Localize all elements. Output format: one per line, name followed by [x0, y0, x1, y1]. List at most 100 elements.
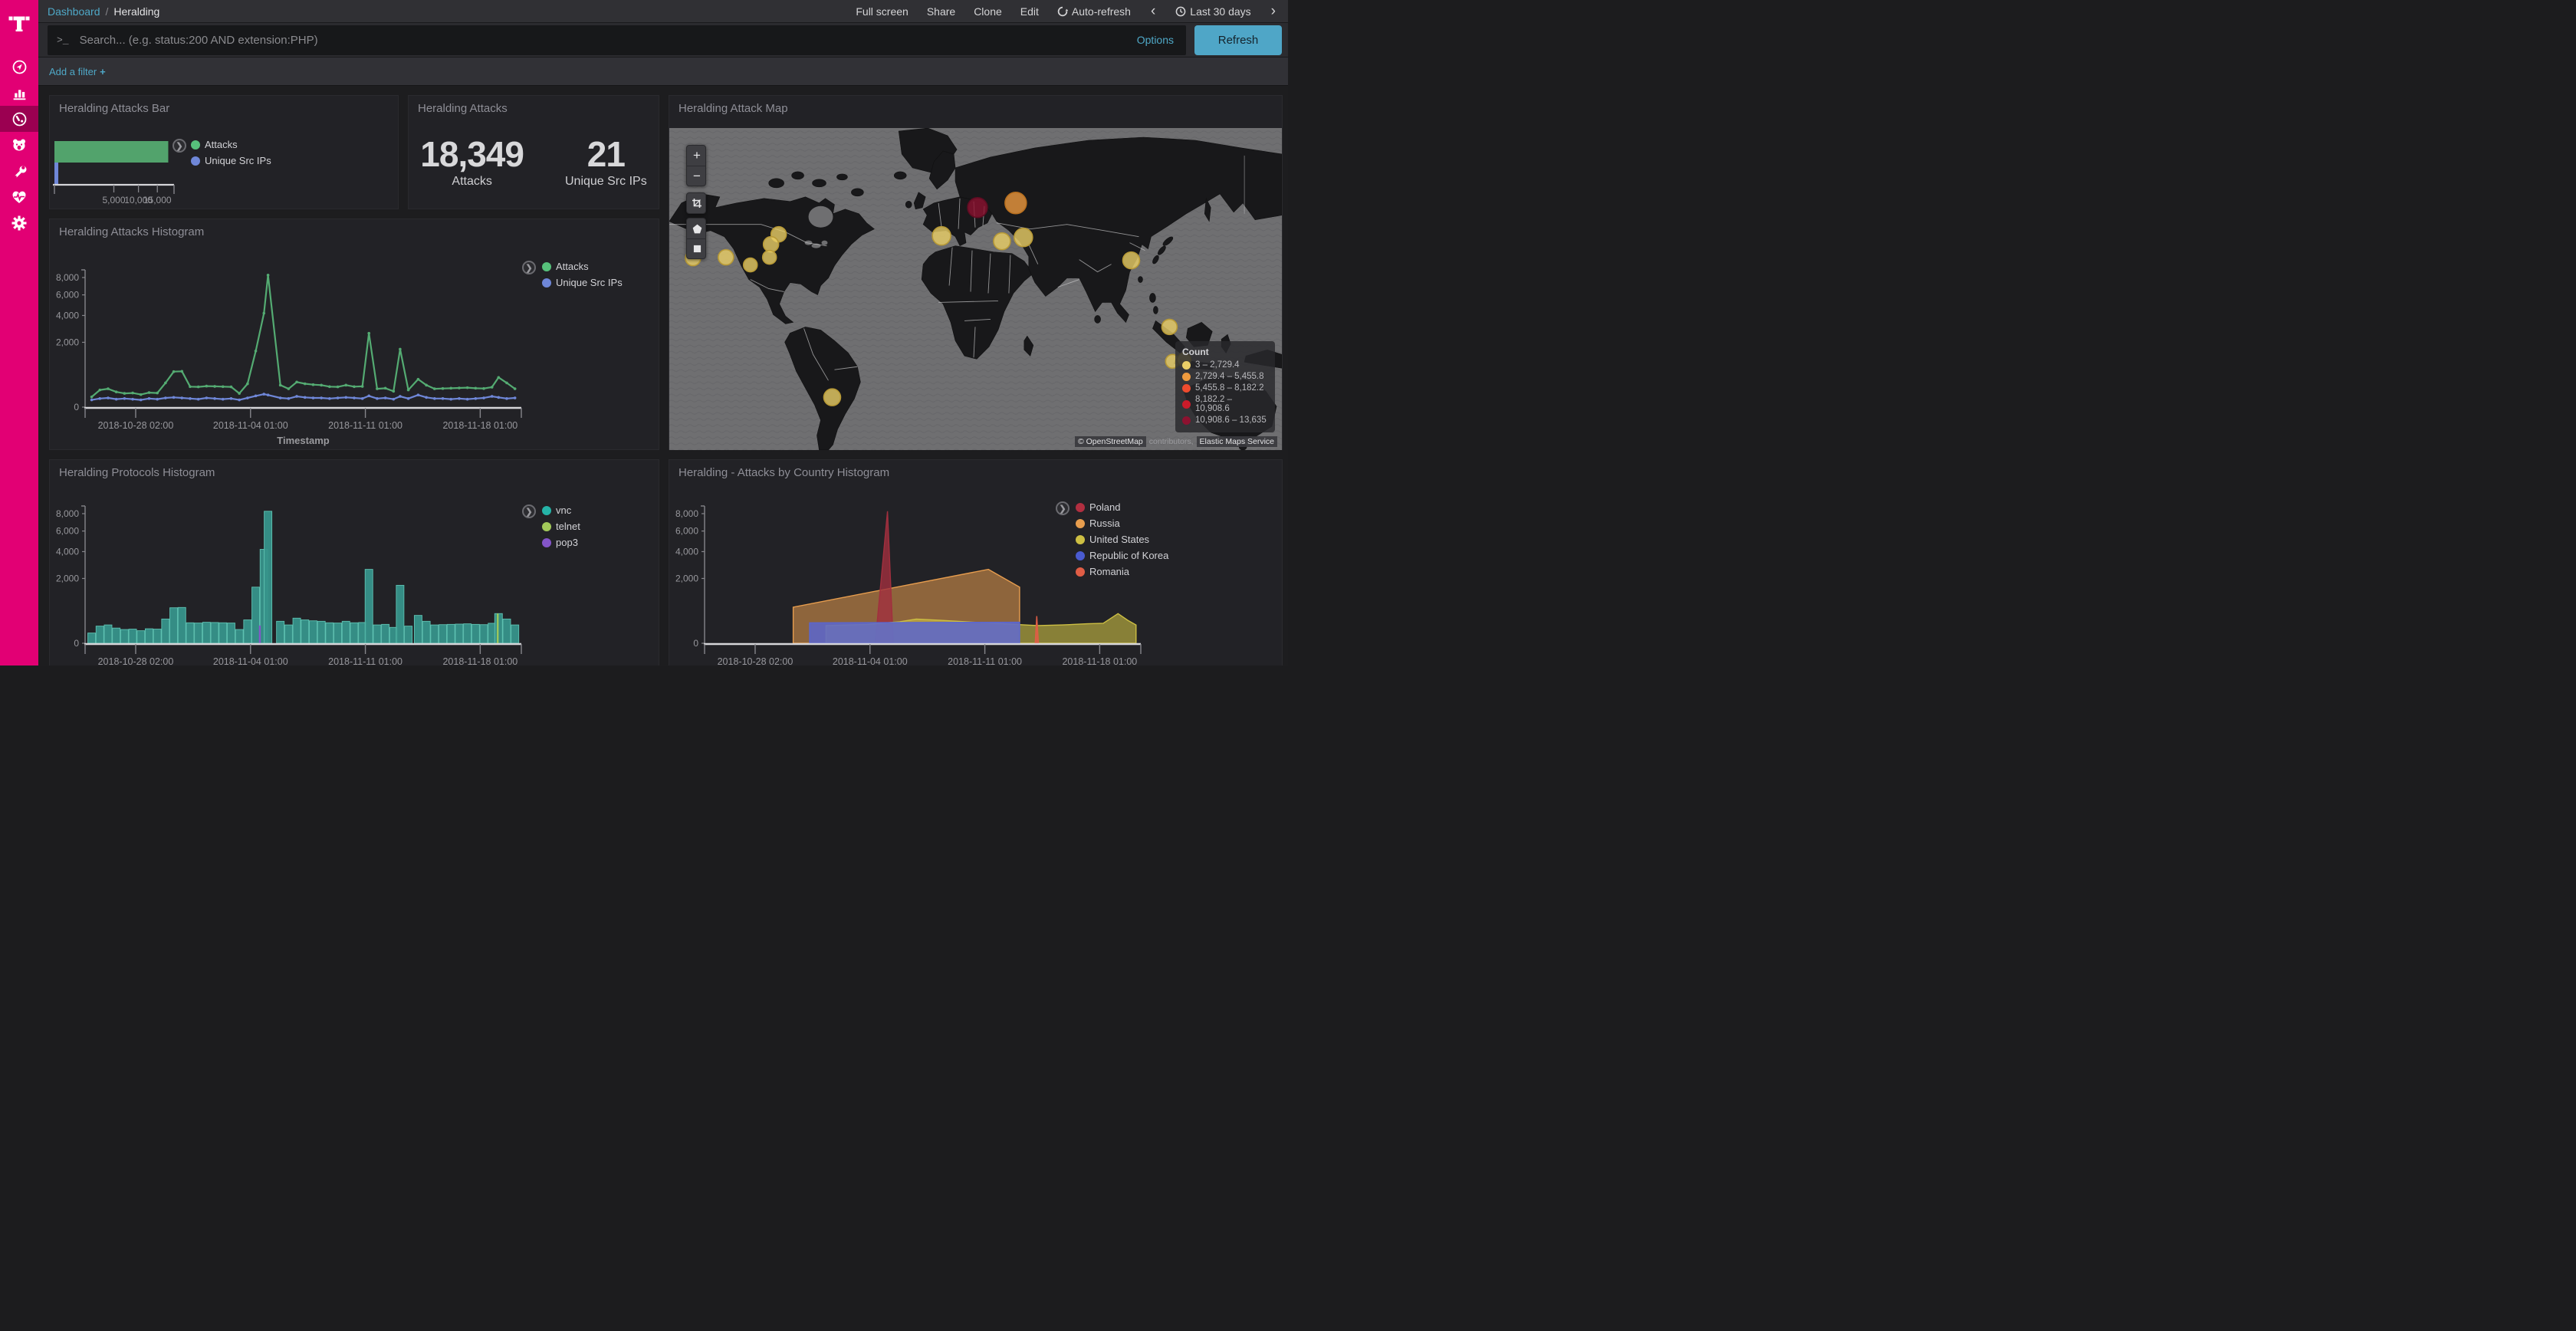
attacks-line-chart[interactable]: 0 2,000 4,000 6,000 8,000 2018-10-28 02:00 201…	[50, 219, 660, 451]
full-screen-button[interactable]: Full screen	[856, 5, 909, 18]
svg-text:2,000: 2,000	[56, 573, 79, 583]
auto-refresh-button[interactable]: Auto-refresh	[1057, 5, 1131, 18]
world-map[interactable]: + −	[669, 128, 1282, 450]
sidebar-item-honeypot[interactable]	[0, 132, 38, 158]
legend-item[interactable]: pop3	[542, 537, 580, 548]
filter-bar: Add a filter +	[38, 58, 1288, 86]
panel-title[interactable]: Heralding - Attacks by Country Histogram	[678, 466, 890, 479]
country-area-chart[interactable]: 0 2,000 4,000 6,000 8,000 2018-10-28 02:00 201…	[669, 460, 1283, 666]
svg-text:4,000: 4,000	[675, 546, 698, 557]
svg-text:2018-11-04 01:00: 2018-11-04 01:00	[213, 420, 288, 431]
svg-text:0: 0	[74, 638, 79, 649]
compass-icon	[12, 60, 26, 74]
legend-color-dot	[542, 278, 551, 288]
attack-marker[interactable]	[967, 197, 988, 219]
sidebar-item-management[interactable]	[0, 210, 38, 236]
chart-legend: vnc telnet pop3	[542, 504, 580, 548]
fit-bounds-button[interactable]	[687, 193, 705, 213]
svg-text:2018-11-18 01:00: 2018-11-18 01:00	[442, 656, 518, 666]
breadcrumb-dashboard-link[interactable]: Dashboard	[48, 5, 100, 18]
attack-marker[interactable]	[823, 388, 842, 406]
protocols-bar-chart[interactable]: 0 2,000 4,000 6,000 8,000 2018-10-28 02:00 201…	[50, 460, 660, 666]
attack-marker[interactable]	[1161, 318, 1178, 336]
attack-marker[interactable]	[718, 248, 734, 266]
attack-marker[interactable]	[932, 225, 951, 246]
legend-item[interactable]: vnc	[542, 504, 580, 516]
attack-location-markers[interactable]	[685, 192, 1192, 406]
legend-color-dot	[191, 140, 200, 150]
zoom-in-button[interactable]: +	[693, 148, 701, 163]
zoom-out-button[interactable]: −	[687, 166, 705, 186]
legend-item[interactable]: telnet	[542, 521, 580, 532]
time-range-picker[interactable]: Last 30 days	[1175, 5, 1251, 18]
legend-toggle-icon[interactable]: ❯	[1056, 501, 1070, 515]
sidebar-item-devtools[interactable]	[0, 158, 38, 184]
svg-text:2,000: 2,000	[56, 337, 79, 347]
legend-item[interactable]: Poland	[1076, 501, 1168, 513]
legend-item[interactable]: Republic of Korea	[1076, 550, 1168, 561]
attack-marker[interactable]	[761, 249, 777, 265]
legend-color-dot	[1076, 518, 1085, 528]
great-lakes	[821, 240, 828, 245]
legend-item[interactable]: Russia	[1076, 518, 1168, 529]
kibana-dashboard: Dashboard / Heralding Full screen Share …	[0, 0, 1288, 666]
breadcrumb-separator: /	[105, 5, 109, 18]
attack-marker[interactable]	[1004, 192, 1027, 215]
refresh-button[interactable]: Refresh	[1194, 25, 1282, 55]
time-forward-chevron[interactable]: ›	[1270, 3, 1276, 19]
svg-text:2018-11-04 01:00: 2018-11-04 01:00	[833, 656, 908, 666]
united-kingdom	[913, 192, 926, 210]
time-back-chevron[interactable]: ‹	[1150, 3, 1156, 19]
add-filter-link[interactable]: Add a filter +	[49, 65, 106, 77]
clone-button[interactable]: Clone	[974, 5, 1002, 18]
scandinavia	[928, 150, 956, 190]
attack-marker[interactable]	[762, 235, 780, 253]
legend-item[interactable]: Unique Src IPs	[191, 155, 271, 166]
panel-title[interactable]: Heralding Attacks Bar	[59, 102, 170, 115]
heartbeat-icon	[12, 191, 26, 203]
legend-item[interactable]: Attacks	[542, 261, 623, 272]
svg-text:0: 0	[693, 638, 698, 649]
attack-marker[interactable]	[1014, 227, 1033, 248]
metric-unique-src-ips: 21 Unique Src IPs	[565, 136, 647, 188]
philippines	[1149, 293, 1156, 303]
legend-toggle-icon[interactable]: ❯	[522, 261, 536, 274]
share-button[interactable]: Share	[926, 5, 956, 18]
map-legend-row: 2,729.4 – 5,455.8	[1182, 372, 1268, 381]
sidebar-item-monitoring[interactable]	[0, 184, 38, 210]
svg-text:2018-10-28 02:00: 2018-10-28 02:00	[718, 656, 794, 666]
panel-title[interactable]: Heralding Attack Map	[678, 102, 788, 115]
t-mobile-logo[interactable]	[0, 0, 38, 48]
osm-attribution-link[interactable]: © OpenStreetMap	[1074, 436, 1146, 447]
sidebar-item-visualize[interactable]	[0, 80, 38, 106]
attack-marker[interactable]	[1122, 251, 1141, 270]
legend-item[interactable]: Romania	[1076, 566, 1168, 577]
gauge-icon	[12, 112, 26, 126]
options-link[interactable]: Options	[1136, 34, 1174, 46]
legend-toggle-icon[interactable]: ❯	[522, 504, 536, 518]
attack-marker[interactable]	[993, 232, 1011, 251]
sidebar-item-discover[interactable]	[0, 54, 38, 80]
svg-text:4,000: 4,000	[56, 546, 79, 557]
panel-attacks-histogram: Heralding Attacks Histogram 0 2,000 4,000 6…	[49, 219, 659, 450]
gear-icon	[12, 215, 27, 231]
legend-toggle-icon[interactable]: ❯	[172, 139, 186, 153]
bear-icon	[13, 139, 25, 151]
draw-rectangle-button[interactable]	[687, 238, 705, 258]
legend-item[interactable]: United States	[1076, 534, 1168, 545]
attack-marker[interactable]	[742, 257, 758, 273]
draw-polygon-button[interactable]	[687, 219, 705, 238]
panel-attacks-bar: Heralding Attacks Bar 5,000 10,000 15,000 …	[49, 95, 399, 209]
legend-color-dot	[542, 537, 551, 547]
panel-title[interactable]: Heralding Attacks Histogram	[59, 225, 205, 238]
legend-item[interactable]: Attacks	[191, 139, 271, 150]
sidebar-item-dashboard[interactable]	[0, 106, 38, 132]
panel-title[interactable]: Heralding Attacks	[418, 102, 508, 115]
sri-lanka	[1094, 315, 1101, 324]
legend-item[interactable]: Unique Src IPs	[542, 277, 623, 288]
ems-attribution-link[interactable]: Elastic Maps Service	[1196, 436, 1277, 447]
edit-button[interactable]: Edit	[1020, 5, 1039, 18]
panel-title[interactable]: Heralding Protocols Histogram	[59, 466, 215, 479]
search-input[interactable]	[77, 32, 1186, 48]
